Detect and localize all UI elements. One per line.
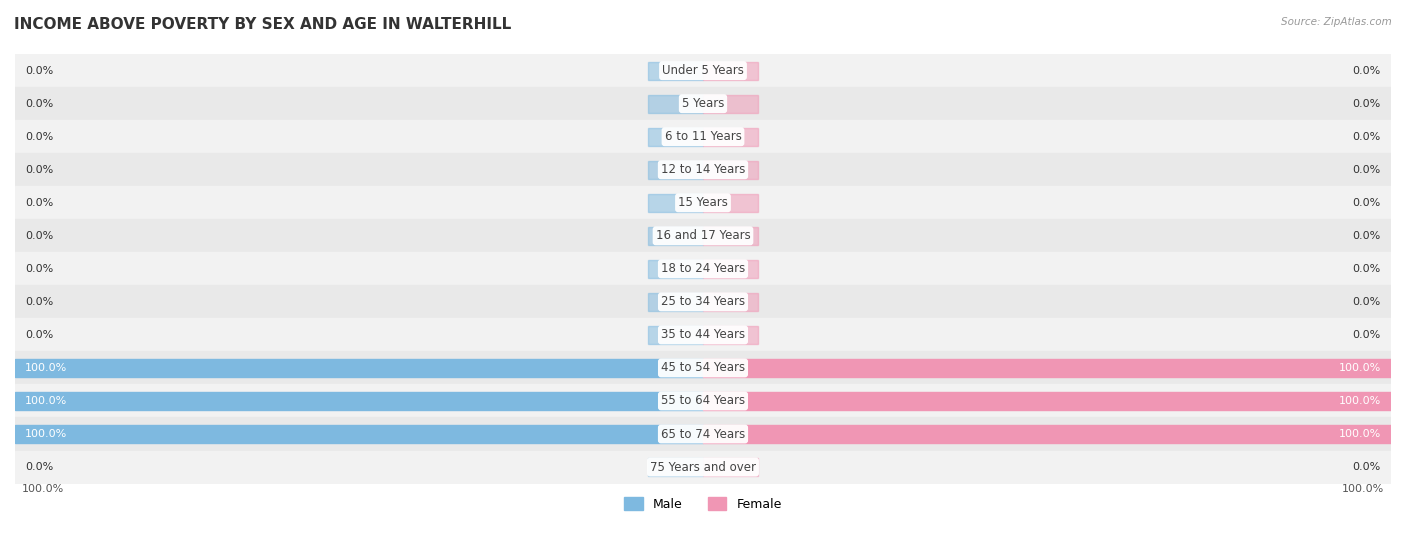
Text: 0.0%: 0.0% [25, 99, 53, 108]
Text: 100.0%: 100.0% [1339, 429, 1381, 439]
Text: 0.0%: 0.0% [1353, 132, 1381, 142]
Text: 0.0%: 0.0% [1353, 231, 1381, 241]
Text: 18 to 24 Years: 18 to 24 Years [661, 262, 745, 276]
Text: INCOME ABOVE POVERTY BY SEX AND AGE IN WALTERHILL: INCOME ABOVE POVERTY BY SEX AND AGE IN W… [14, 17, 512, 32]
Bar [15, 359, 703, 377]
Bar [703, 425, 1391, 443]
Bar [703, 359, 1391, 377]
Text: 100.0%: 100.0% [22, 484, 65, 494]
Text: 0.0%: 0.0% [1353, 462, 1381, 472]
Text: 25 to 34 Years: 25 to 34 Years [661, 295, 745, 309]
Text: 5 Years: 5 Years [682, 97, 724, 110]
Bar [15, 219, 1391, 252]
Text: 0.0%: 0.0% [25, 198, 53, 208]
Text: 0.0%: 0.0% [1353, 330, 1381, 340]
Bar [15, 352, 1391, 385]
Bar [15, 186, 1391, 219]
Bar [703, 61, 758, 80]
Text: 0.0%: 0.0% [1353, 198, 1381, 208]
Bar [703, 260, 758, 278]
Bar [15, 418, 1391, 451]
Text: 0.0%: 0.0% [1353, 297, 1381, 307]
Text: 0.0%: 0.0% [25, 462, 53, 472]
Text: 100.0%: 100.0% [25, 396, 67, 406]
Bar [15, 385, 1391, 418]
Text: 100.0%: 100.0% [1339, 396, 1381, 406]
Text: 55 to 64 Years: 55 to 64 Years [661, 395, 745, 408]
Text: 15 Years: 15 Years [678, 196, 728, 209]
Legend: Male, Female: Male, Female [619, 492, 787, 516]
Text: 12 to 14 Years: 12 to 14 Years [661, 163, 745, 176]
Bar [15, 425, 703, 443]
Bar [648, 194, 703, 212]
Bar [648, 227, 703, 245]
Bar [703, 392, 1391, 410]
Bar [15, 392, 703, 410]
Text: 100.0%: 100.0% [25, 363, 67, 373]
Bar [703, 127, 758, 146]
Bar [648, 260, 703, 278]
Bar [15, 451, 1391, 484]
Text: Source: ZipAtlas.com: Source: ZipAtlas.com [1281, 17, 1392, 27]
Bar [703, 326, 758, 344]
Bar [648, 127, 703, 146]
Bar [703, 94, 758, 113]
Bar [648, 160, 703, 179]
Bar [703, 293, 758, 311]
Text: 0.0%: 0.0% [1353, 99, 1381, 108]
Text: 0.0%: 0.0% [25, 231, 53, 241]
Text: 0.0%: 0.0% [25, 297, 53, 307]
Bar [648, 94, 703, 113]
Text: 0.0%: 0.0% [25, 132, 53, 142]
Text: 0.0%: 0.0% [25, 65, 53, 75]
Text: 0.0%: 0.0% [1353, 264, 1381, 274]
Text: 16 and 17 Years: 16 and 17 Years [655, 229, 751, 242]
Text: Under 5 Years: Under 5 Years [662, 64, 744, 77]
Bar [15, 285, 1391, 319]
Text: 100.0%: 100.0% [1341, 484, 1384, 494]
Text: 45 to 54 Years: 45 to 54 Years [661, 362, 745, 375]
Bar [648, 326, 703, 344]
Bar [15, 252, 1391, 285]
Text: 0.0%: 0.0% [25, 264, 53, 274]
Text: 0.0%: 0.0% [1353, 65, 1381, 75]
Bar [15, 153, 1391, 186]
Text: 100.0%: 100.0% [25, 429, 67, 439]
Text: 100.0%: 100.0% [1339, 363, 1381, 373]
Bar [648, 293, 703, 311]
Text: 65 to 74 Years: 65 to 74 Years [661, 428, 745, 440]
Bar [15, 120, 1391, 153]
Bar [15, 87, 1391, 120]
Bar [648, 61, 703, 80]
Text: 0.0%: 0.0% [1353, 165, 1381, 175]
Text: 75 Years and over: 75 Years and over [650, 461, 756, 473]
Text: 35 to 44 Years: 35 to 44 Years [661, 328, 745, 342]
Text: 0.0%: 0.0% [25, 330, 53, 340]
Bar [703, 458, 758, 476]
Bar [15, 54, 1391, 87]
Text: 0.0%: 0.0% [25, 165, 53, 175]
Bar [703, 194, 758, 212]
Bar [15, 319, 1391, 352]
Text: 6 to 11 Years: 6 to 11 Years [665, 130, 741, 143]
Bar [648, 458, 703, 476]
Bar [703, 160, 758, 179]
Bar [703, 227, 758, 245]
